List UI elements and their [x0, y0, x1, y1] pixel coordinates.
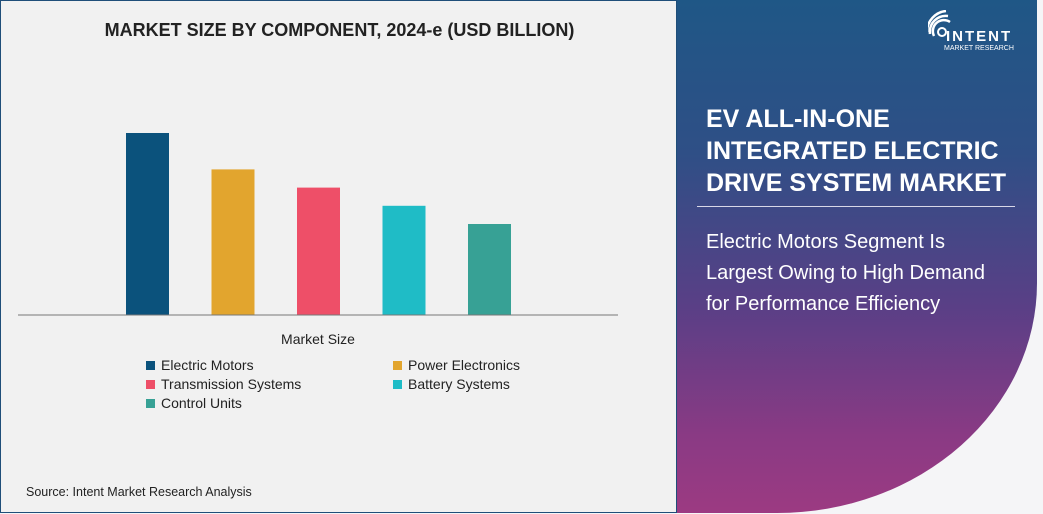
bar-transmission-systems — [297, 187, 340, 315]
logo-subtitle: MARKET RESEARCH — [944, 45, 1014, 52]
legend-label: Power Electronics — [408, 357, 521, 373]
legend: Electric Motors Power Electronics Transmis… — [146, 357, 586, 411]
legend-swatch — [146, 360, 155, 370]
legend-swatch — [393, 379, 402, 389]
chart-title: MARKET SIZE BY COMPONENT, 2024-e (USD BI… — [104, 20, 575, 40]
legend-label: Control Units — [161, 395, 242, 411]
legend-item: Control Units — [146, 395, 393, 411]
legend-item: Power Electronics — [393, 357, 593, 373]
legend-swatch — [146, 398, 155, 408]
key-insight: Electric Motors Segment Is Largest Owing… — [706, 231, 986, 315]
source-note: Source: Intent Market Research Analysis — [26, 485, 252, 499]
legend-swatch — [146, 379, 155, 389]
info-panel — [677, 0, 1037, 513]
bar-battery-systems — [382, 205, 426, 315]
x-axis-label: Market Size — [281, 331, 355, 347]
legend-item: Transmission Systems — [146, 376, 393, 392]
bar-chart — [18, 133, 618, 316]
company-logo: INTENT MARKET RESEARCH — [928, 10, 1028, 56]
signal-icon — [928, 10, 951, 37]
legend-item: Electric Motors — [146, 357, 393, 373]
legend-label: Battery Systems — [408, 376, 510, 392]
divider — [697, 206, 1015, 207]
legend-item: Battery Systems — [393, 376, 593, 392]
chart-area: MARKET SIZE BY COMPONENT, 2024-e (USD BI… — [0, 0, 677, 513]
legend-label: Electric Motors — [161, 357, 254, 373]
report-heading: EV ALL-IN-ONE INTEGRATED ELECTRIC DRIVE … — [706, 105, 1007, 197]
logo-name: INTENT — [946, 28, 1013, 45]
bar-power-electronics — [211, 169, 255, 315]
legend-label: Transmission Systems — [161, 376, 302, 392]
legend-swatch — [393, 360, 402, 370]
bar-electric-motors — [126, 133, 169, 315]
bar-control-units — [468, 224, 511, 315]
